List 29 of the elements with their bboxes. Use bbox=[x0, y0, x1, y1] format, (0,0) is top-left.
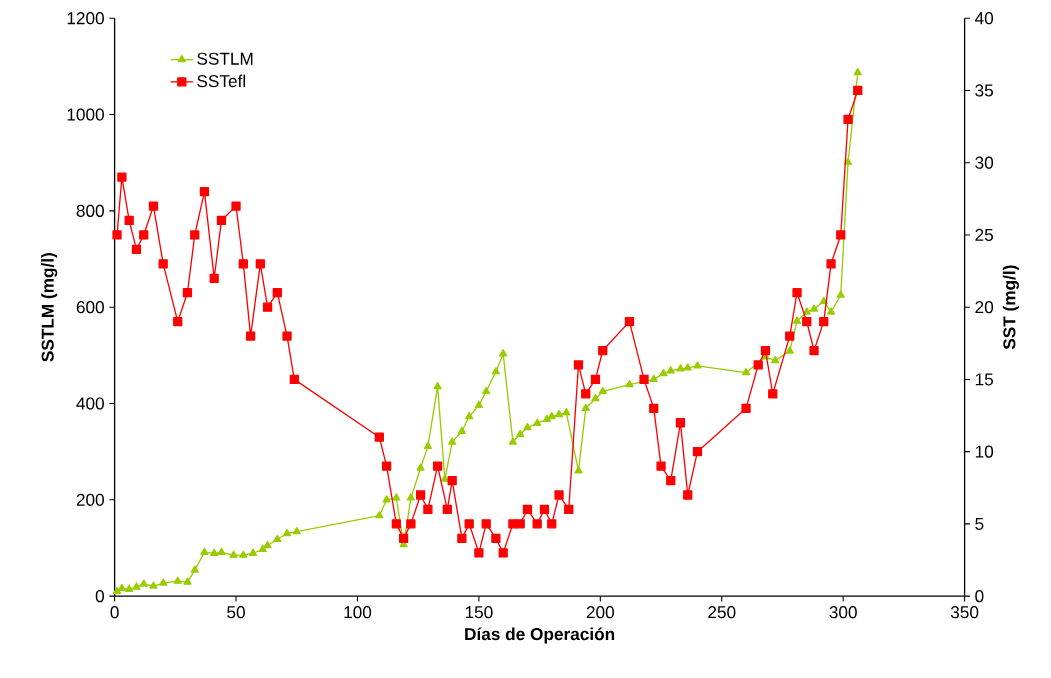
y2-tick-label: 30 bbox=[975, 156, 994, 169]
y2-tick-label: 20 bbox=[975, 300, 994, 314]
x-tick-label: 0 bbox=[110, 605, 119, 619]
x-tick-label: 250 bbox=[708, 605, 736, 619]
x-tick-label: 350 bbox=[950, 605, 979, 619]
y2-tick-label: 10 bbox=[975, 445, 994, 458]
y-tick-label: 1000 bbox=[67, 108, 104, 121]
y2-tick-label: 40 bbox=[974, 12, 994, 25]
x-axis-title: Días de Operación bbox=[465, 627, 615, 644]
y-tick-label: 200 bbox=[76, 493, 104, 506]
y-axis-title: SSTLM (mg/l) bbox=[41, 252, 58, 362]
legend-label: SSTefl bbox=[197, 74, 246, 88]
y-tick-label: 800 bbox=[76, 204, 104, 217]
y2-tick-label: 0 bbox=[975, 589, 984, 603]
y2-tick-label: 5 bbox=[975, 517, 984, 530]
y-tick-label: 600 bbox=[76, 300, 104, 314]
x-tick-label: 200 bbox=[586, 605, 615, 619]
y-tick-label: 0 bbox=[95, 589, 104, 603]
y2-tick-label: 15 bbox=[975, 373, 993, 386]
x-tick-label: 100 bbox=[344, 605, 372, 619]
x-tick-label: 300 bbox=[829, 605, 857, 619]
y2-axis-title: SST (mg/l) bbox=[1002, 265, 1019, 350]
y2-tick-label: 25 bbox=[975, 228, 993, 241]
x-tick-label: 150 bbox=[465, 605, 493, 619]
y-tick-label: 1200 bbox=[67, 12, 104, 25]
legend-label: SSTLM bbox=[197, 52, 253, 65]
x-tick-label: 50 bbox=[227, 605, 245, 619]
y-tick-label: 400 bbox=[76, 397, 104, 410]
y2-tick-label: 35 bbox=[975, 84, 993, 97]
